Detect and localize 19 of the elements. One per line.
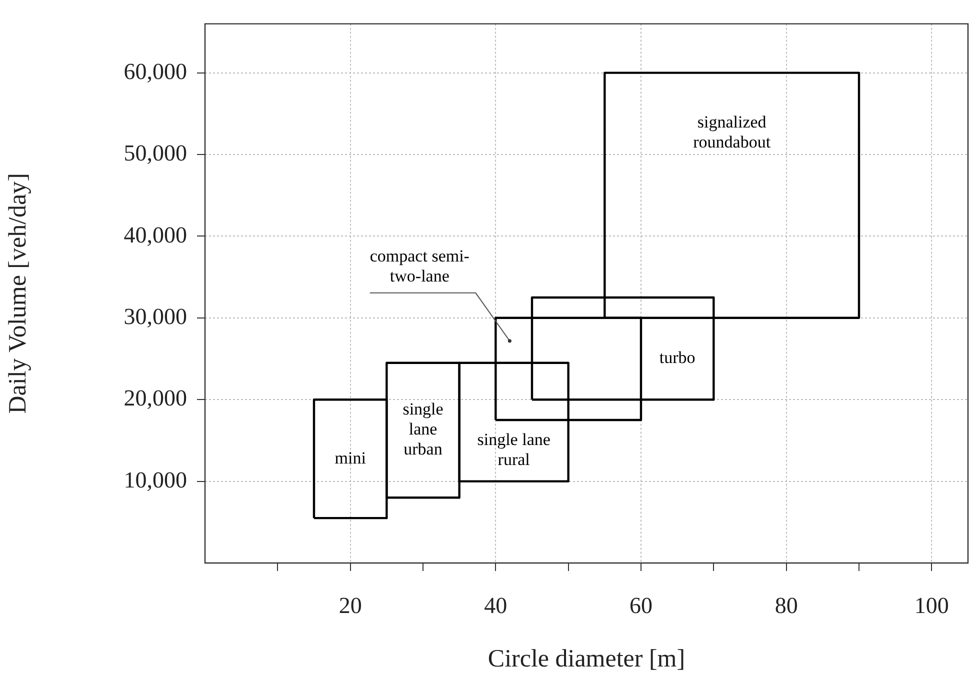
series-label: turbo [659,348,696,368]
x-tick-label: 100 [914,592,949,618]
x-tick-label: 60 [629,592,652,618]
x-tick-label: 40 [484,592,508,618]
series-label: single lane urban [402,400,444,459]
x-tick-label: 80 [774,592,798,618]
y-tick-label: 30,000 [124,304,187,329]
x-axis-title: Circle diameter [m] [488,646,686,673]
series-label: single lane rural [477,430,550,470]
y-tick-label: 10,000 [124,467,187,492]
text: compact semi- two-lane [370,246,470,286]
text: signalized roundabout [693,112,771,152]
y-tick-label: 60,000 [124,58,187,84]
y-tick-label: 40,000 [124,222,187,248]
series-label: mini [334,448,366,468]
x-tick-label: 20 [338,592,362,618]
y-axis-title: Daily Volume [veh/day] [4,173,32,414]
y-tick-label: 20,000 [124,386,187,411]
y-tick-label: 50,000 [124,140,187,166]
